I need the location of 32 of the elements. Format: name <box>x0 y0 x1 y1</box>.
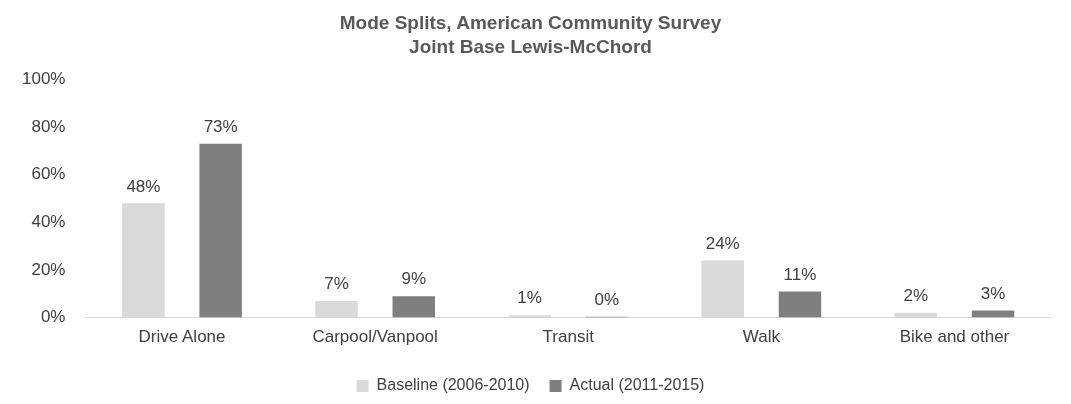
x-tick-label: Walk <box>742 327 781 347</box>
data-label: 11% <box>783 264 817 284</box>
x-tick-label: Transit <box>542 327 595 347</box>
y-tick-label: 20% <box>31 259 66 279</box>
legend-label: Actual (2011-2015) <box>569 376 705 394</box>
data-label: 0% <box>594 289 620 309</box>
bar <box>778 291 822 318</box>
y-tick-label: 0% <box>40 307 66 327</box>
bar <box>971 310 1015 318</box>
data-label: 48% <box>126 176 161 196</box>
data-label: 9% <box>401 269 427 289</box>
legend-label: Baseline (2006-2010) <box>376 376 530 394</box>
bar <box>122 203 165 318</box>
x-tick-label: Drive Alone <box>138 327 226 347</box>
y-tick-label: 40% <box>31 212 66 232</box>
y-tick-label: 100% <box>22 69 66 89</box>
bar <box>701 260 744 318</box>
y-tick-label: 60% <box>31 164 66 184</box>
data-label: 3% <box>980 283 1006 303</box>
data-label: 7% <box>324 274 349 294</box>
x-tick-label: Bike and other <box>899 327 1010 347</box>
x-tick-label: Carpool/Vanpool <box>312 327 438 347</box>
bar <box>315 300 358 318</box>
data-label: 73% <box>203 117 238 137</box>
bar <box>392 296 435 318</box>
data-label: 24% <box>705 233 740 253</box>
data-label: 2% <box>903 286 929 306</box>
chart-title: Mode Splits, American Community Survey <box>339 11 722 33</box>
data-label: 1% <box>517 288 542 308</box>
bar <box>199 143 242 318</box>
y-tick-label: 80% <box>31 116 66 136</box>
chart-subtitle: Joint Base Lewis-McChord <box>409 36 652 58</box>
